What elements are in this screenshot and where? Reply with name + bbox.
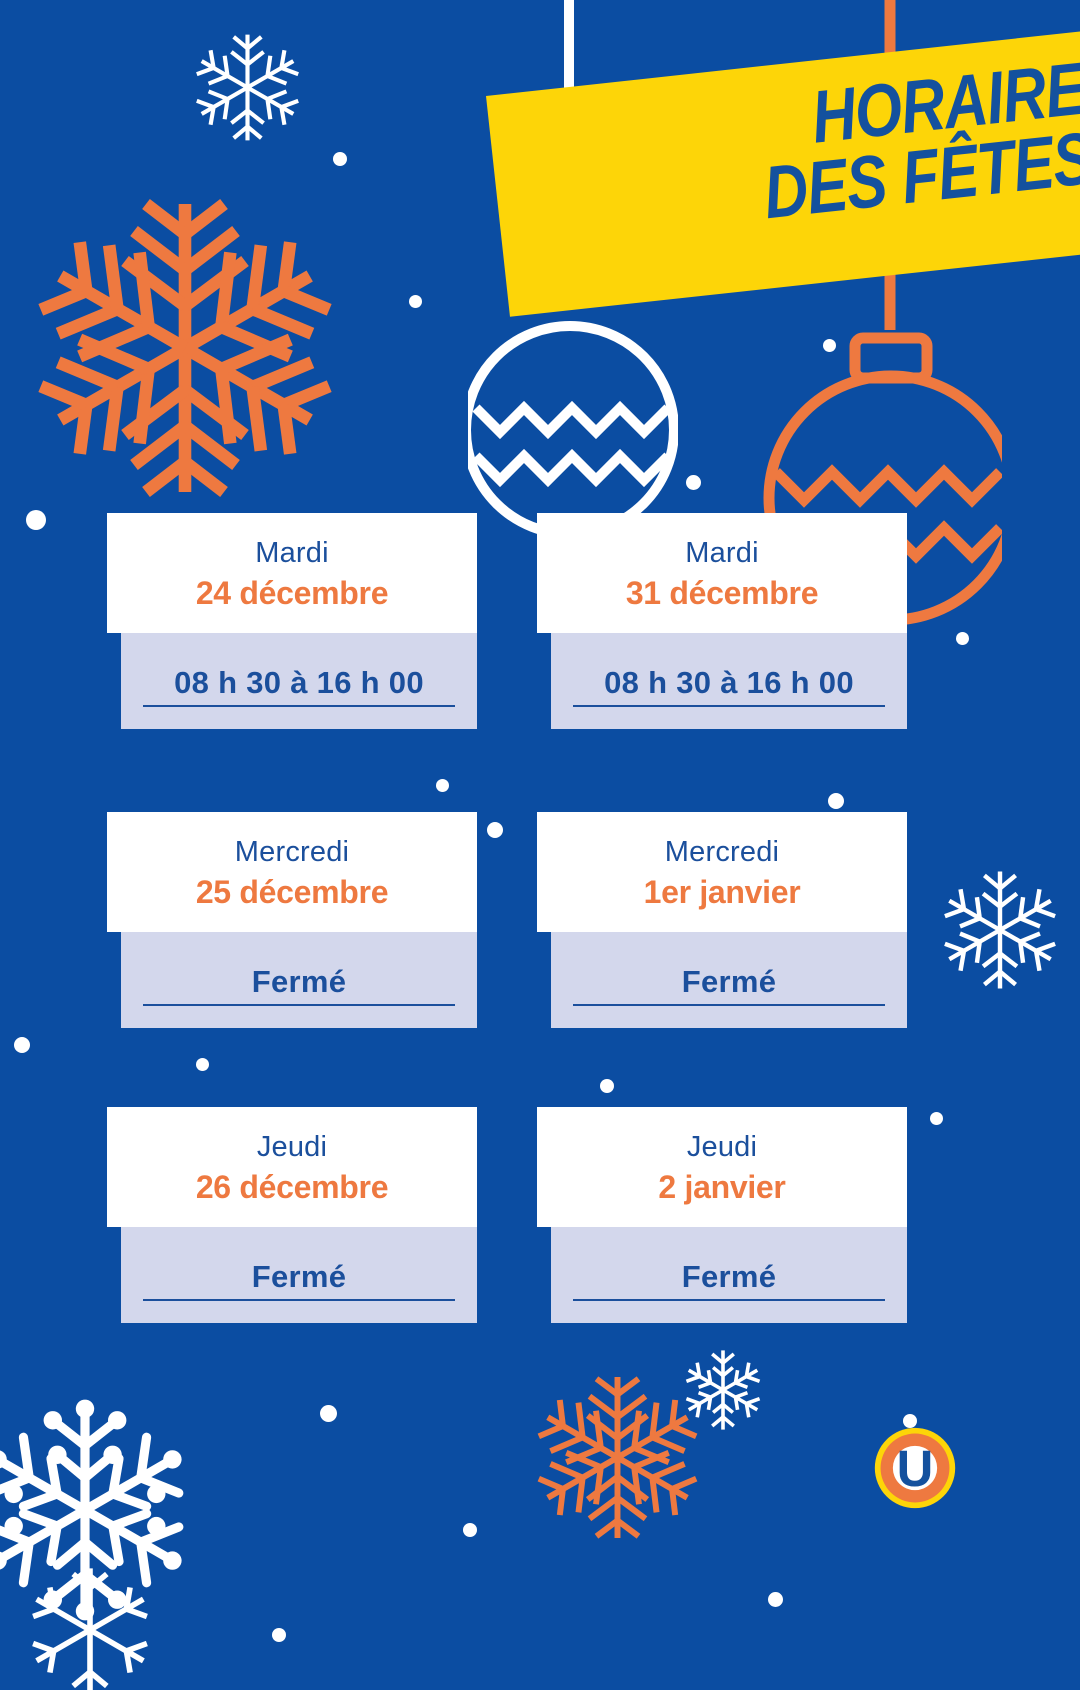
card-hours: Fermé [681,963,777,999]
card-day: Jeudi [686,1131,758,1163]
card-day: Mercredi [664,836,780,868]
card-rule [143,704,455,707]
card-hours-panel: 08 h 30 à 16 h 00 [551,632,907,729]
card-rule [143,1298,455,1301]
card-date: 2 janvier [658,1169,786,1206]
card-date: 25 décembre [195,874,389,911]
card-header: Jeudi 26 décembre [107,1107,477,1227]
card-hours: Fermé [251,963,347,999]
card-rule [573,704,885,707]
card-hours: Fermé [251,1258,347,1294]
schedule-card: Mercredi 25 décembre Fermé [107,812,477,1028]
card-header: Mardi 31 décembre [537,513,907,633]
card-date: 24 décembre [195,575,389,612]
card-rule [573,1298,885,1301]
schedule-card: Jeudi 2 janvier Fermé [537,1107,907,1323]
schedule-card: Mardi 24 décembre 08 h 30 à 16 h 00 [107,513,477,729]
card-day: Mardi [685,537,759,569]
card-header: Mardi 24 décembre [107,513,477,633]
card-hours-panel: Fermé [121,1226,477,1323]
card-rule [573,1003,885,1006]
card-hours-panel: Fermé [551,931,907,1028]
card-hours-panel: 08 h 30 à 16 h 00 [121,632,477,729]
card-header: Mercredi 1er janvier [537,812,907,932]
card-hours: Fermé [681,1258,777,1294]
card-date: 31 décembre [625,575,819,612]
schedule-card: Mercredi 1er janvier Fermé [537,812,907,1028]
card-hours-panel: Fermé [551,1226,907,1323]
card-day: Mardi [255,537,329,569]
card-header: Jeudi 2 janvier [537,1107,907,1227]
card-hours-panel: Fermé [121,931,477,1028]
card-rule [143,1003,455,1006]
card-header: Mercredi 25 décembre [107,812,477,932]
card-date: 26 décembre [195,1169,389,1206]
card-hours: 08 h 30 à 16 h 00 [174,664,424,700]
schedule-card: Mardi 31 décembre 08 h 30 à 16 h 00 [537,513,907,729]
brand-logo-icon: U [874,1427,956,1509]
card-day: Mercredi [234,836,350,868]
card-hours: 08 h 30 à 16 h 00 [604,664,854,700]
logo-letter: U [897,1440,934,1497]
schedule-card: Jeudi 26 décembre Fermé [107,1107,477,1323]
card-day: Jeudi [256,1131,328,1163]
card-date: 1er janvier [643,874,801,911]
